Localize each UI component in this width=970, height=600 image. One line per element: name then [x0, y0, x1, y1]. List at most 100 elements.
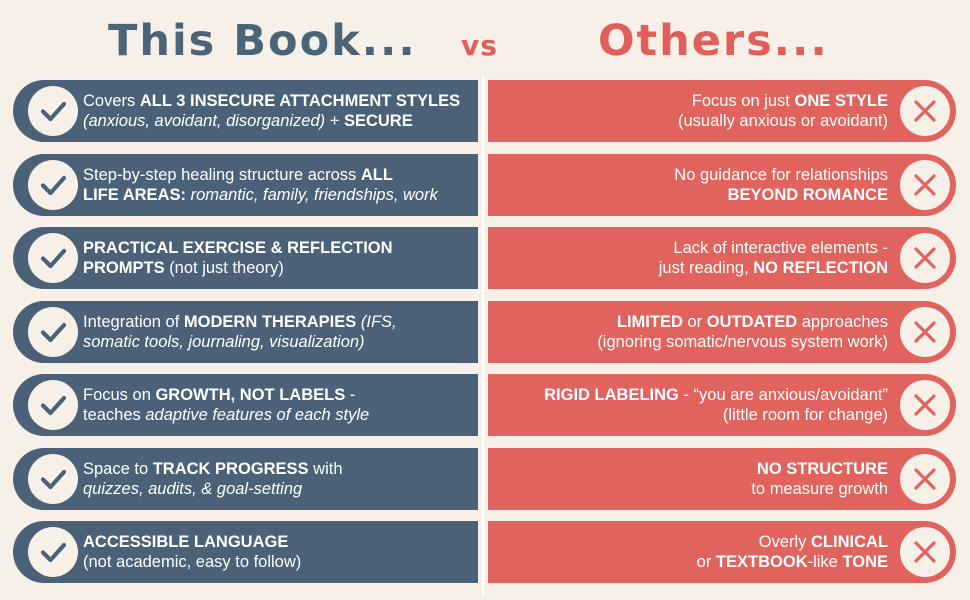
- right-text-segment: to measure growth: [751, 480, 888, 498]
- this-book-feature-text: Integration of MODERN THERAPIES (IFS, som…: [83, 301, 478, 363]
- left-text-segment: ALL 3 INSECURE ATTACHMENT STYLES: [139, 92, 461, 110]
- right-text-segment: just reading,: [658, 259, 754, 277]
- check-icon: [28, 454, 78, 504]
- comparison-row: ACCESSIBLE LANGUAGE (not academic, easy t…: [0, 521, 970, 587]
- right-text-segment: NO STRUCTURE: [756, 460, 888, 478]
- right-text-line: just reading, NO REFLECTION: [659, 258, 888, 278]
- others-feature-text: Focus on just ONE STYLE (usually anxious …: [508, 80, 888, 142]
- left-text-segment: Covers: [83, 92, 140, 110]
- left-text-line: ACCESSIBLE LANGUAGE: [83, 532, 478, 552]
- vs-label: vs: [461, 29, 498, 62]
- right-text-line: Overly CLINICAL: [759, 532, 888, 552]
- comparison-row: Step-by-step healing structure across AL…: [0, 154, 970, 220]
- left-text-segment: SECURE: [343, 112, 413, 130]
- this-book-feature: Covers ALL 3 INSECURE ATTACHMENT STYLES(…: [13, 80, 478, 142]
- left-text-segment: Focus on: [83, 386, 156, 404]
- check-icon: [28, 233, 78, 283]
- comparison-row: Covers ALL 3 INSECURE ATTACHMENT STYLES(…: [0, 80, 970, 146]
- right-text-segment: CLINICAL: [811, 533, 888, 551]
- others-feature-text: Overly CLINICAL or TEXTBOOK-like TONE: [508, 521, 888, 583]
- right-text-segment: -like: [807, 553, 843, 571]
- right-text-line: NO STRUCTURE: [757, 459, 888, 479]
- right-text-line: or TEXTBOOK-like TONE: [697, 552, 888, 572]
- center-divider: [482, 76, 484, 596]
- left-text-segment: Step-by-step healing structure across: [83, 166, 361, 184]
- left-text-segment: with: [308, 460, 343, 478]
- left-text-segment: PROMPTS: [83, 259, 165, 277]
- this-book-feature: PRACTICAL EXERCISE & REFLECTION PROMPTS (…: [13, 227, 478, 289]
- others-feature-text: RIGID LABELING - “you are anxious/avoida…: [508, 374, 888, 436]
- check-icon: [28, 527, 78, 577]
- right-text-segment: BEYOND ROMANCE: [727, 186, 888, 204]
- right-text-segment: ONE STYLE: [794, 92, 888, 110]
- others-feature-text: NO STRUCTURE to measure growth: [508, 448, 888, 510]
- others-feature-text: Lack of interactive elements - just readi…: [508, 227, 888, 289]
- left-text-segment: (not academic, easy to follow): [83, 553, 302, 571]
- right-text-segment: Overly: [758, 533, 811, 551]
- right-text-segment: or: [682, 313, 707, 331]
- left-text-line: LIFE AREAS: romantic, family, friendship…: [83, 185, 478, 205]
- left-text-segment: quizzes, audits, & goal-setting: [83, 480, 303, 498]
- others-feature: Lack of interactive elements - just readi…: [488, 227, 956, 289]
- x-icon: [900, 233, 950, 283]
- left-text-segment: ACCESSIBLE LANGUAGE: [83, 533, 289, 551]
- left-text-segment: GROWTH, NOT LABELS: [155, 386, 346, 404]
- others-feature-text: No guidance for relationships BEYOND ROMA…: [508, 154, 888, 216]
- right-text-line: Lack of interactive elements -: [673, 238, 888, 258]
- right-text-segment: OUTDATED: [706, 313, 798, 331]
- check-icon: [28, 86, 78, 136]
- right-text-segment: TONE: [842, 553, 888, 571]
- left-text-line: PRACTICAL EXERCISE & REFLECTION: [83, 238, 478, 258]
- left-text-segment: (not just theory): [164, 259, 284, 277]
- others-feature: Focus on just ONE STYLE (usually anxious …: [488, 80, 956, 142]
- left-text-line: Focus on GROWTH, NOT LABELS -: [83, 385, 478, 405]
- left-text-line: Integration of MODERN THERAPIES (IFS,: [83, 312, 478, 332]
- check-icon: [28, 380, 78, 430]
- left-text-segment: (anxious, avoidant, disorganized): [83, 112, 326, 130]
- x-icon: [900, 380, 950, 430]
- right-text-line: (ignoring somatic/nervous system work): [597, 332, 888, 352]
- left-text-line: PROMPTS (not just theory): [83, 258, 478, 278]
- right-text-line: (little room for change): [723, 405, 888, 425]
- right-text-line: BEYOND ROMANCE: [728, 185, 888, 205]
- left-text-line: Step-by-step healing structure across AL…: [83, 165, 478, 185]
- others-feature: Overly CLINICAL or TEXTBOOK-like TONE: [488, 521, 956, 583]
- check-icon: [28, 160, 78, 210]
- this-book-feature: Space to TRACK PROGRESS with quizzes, aud…: [13, 448, 478, 510]
- this-book-feature-text: ACCESSIBLE LANGUAGE (not academic, easy t…: [83, 521, 478, 583]
- left-text-segment: somatic tools, journaling, visualization…: [83, 333, 365, 351]
- left-text-segment: (IFS,: [360, 313, 397, 331]
- x-icon: [900, 160, 950, 210]
- left-text-line: somatic tools, journaling, visualization…: [83, 332, 478, 352]
- this-book-title: This Book...: [108, 16, 417, 66]
- comparison-row: Space to TRACK PROGRESS with quizzes, aud…: [0, 448, 970, 514]
- comparison-row: Integration of MODERN THERAPIES (IFS, som…: [0, 301, 970, 367]
- comparison-row: Focus on GROWTH, NOT LABELS - teaches ada…: [0, 374, 970, 440]
- left-text-line: (not academic, easy to follow): [83, 552, 478, 572]
- header: This Book... vs Others...: [0, 0, 970, 80]
- left-text-segment: romantic, family, friendships, work: [190, 186, 438, 204]
- right-text-segment: RIGID LABELING: [544, 386, 679, 404]
- this-book-feature-text: PRACTICAL EXERCISE & REFLECTION PROMPTS (…: [83, 227, 478, 289]
- check-icon: [28, 307, 78, 357]
- this-book-feature: Step-by-step healing structure across AL…: [13, 154, 478, 216]
- right-text-segment: NO REFLECTION: [753, 259, 888, 277]
- others-feature: NO STRUCTURE to measure growth: [488, 448, 956, 510]
- right-text-segment: No guidance for relationships: [674, 166, 888, 184]
- others-title: Others...: [598, 16, 829, 66]
- x-icon: [900, 454, 950, 504]
- right-text-segment: (little room for change): [722, 406, 888, 424]
- this-book-feature-text: Space to TRACK PROGRESS with quizzes, aud…: [83, 448, 478, 510]
- left-text-segment: ALL: [360, 166, 393, 184]
- left-text-segment: adaptive features of each style: [145, 406, 370, 424]
- right-text-line: to measure growth: [751, 479, 888, 499]
- right-text-segment: TEXTBOOK: [715, 553, 808, 571]
- right-text-line: RIGID LABELING - “you are anxious/avoida…: [544, 385, 888, 405]
- left-text-line: Covers ALL 3 INSECURE ATTACHMENT STYLES: [83, 91, 478, 111]
- x-icon: [900, 86, 950, 136]
- this-book-feature: Focus on GROWTH, NOT LABELS - teaches ada…: [13, 374, 478, 436]
- right-text-segment: (usually anxious or avoidant): [677, 112, 888, 130]
- left-text-line: teaches adaptive features of each style: [83, 405, 478, 425]
- this-book-feature: Integration of MODERN THERAPIES (IFS, som…: [13, 301, 478, 363]
- right-text-line: (usually anxious or avoidant): [678, 111, 888, 131]
